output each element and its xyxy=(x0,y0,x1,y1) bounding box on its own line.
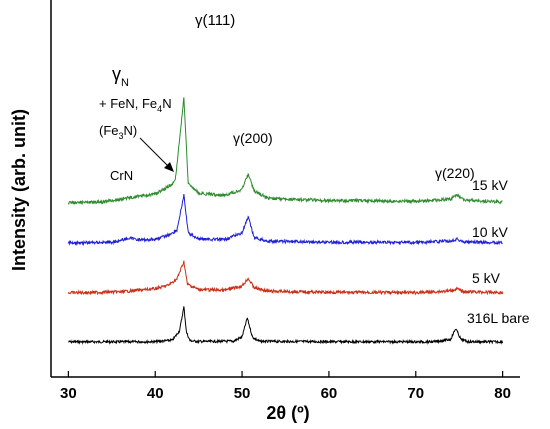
annotation-gamma-n: γN xyxy=(112,64,129,89)
traces xyxy=(67,97,504,345)
x-tick-label-60: 60 xyxy=(321,385,338,402)
x-tick-label-40: 40 xyxy=(147,385,164,402)
x-tick-label-70: 70 xyxy=(407,385,424,402)
trace-10-kv xyxy=(67,194,503,247)
peak-label-111: γ(111) xyxy=(195,12,235,29)
annotation-phases: + FeN, Fe4N xyxy=(99,96,172,114)
x-tick-label-80: 80 xyxy=(494,385,511,402)
annotation-arrow xyxy=(139,137,174,172)
peak-label-200: γ(200) xyxy=(233,130,273,146)
plot-frame xyxy=(50,0,520,378)
series-label-5kv: 5 kV xyxy=(472,270,501,286)
annotation-fe3n: (Fe3N) xyxy=(99,123,137,141)
series-label-15kv: 15 kV xyxy=(472,177,508,193)
trace-5-kv xyxy=(67,260,504,296)
x-ticks: 30 40 50 60 70 80 xyxy=(60,371,511,402)
x-tick-label-50: 50 xyxy=(234,385,251,402)
trace-15-kv xyxy=(67,97,503,206)
trace-316l-bare xyxy=(68,306,504,345)
x-axis-title: 2θ (º) xyxy=(266,403,309,423)
series-label-316l-bare: 316L bare xyxy=(467,310,530,326)
peak-label-220: γ(220) xyxy=(435,165,475,181)
y-axis-title: Intensity (arb. unit) xyxy=(9,109,29,271)
series-label-10kv: 10 kV xyxy=(472,224,508,240)
annotation-crn: CrN xyxy=(110,168,133,183)
x-tick-label-30: 30 xyxy=(60,385,77,402)
